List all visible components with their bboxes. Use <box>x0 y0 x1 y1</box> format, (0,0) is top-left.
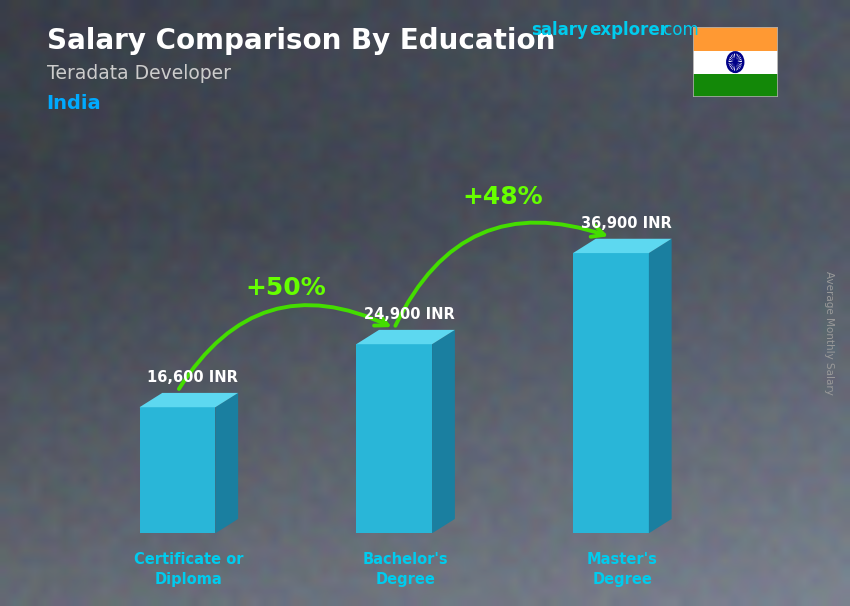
Polygon shape <box>139 393 238 407</box>
Text: Bachelor's
Degree: Bachelor's Degree <box>363 553 449 587</box>
Text: 24,900 INR: 24,900 INR <box>364 307 455 322</box>
Text: .com: .com <box>659 21 700 39</box>
Text: Teradata Developer: Teradata Developer <box>47 64 230 82</box>
Polygon shape <box>356 330 455 344</box>
Bar <box>693 27 778 50</box>
Text: Certificate or
Diploma: Certificate or Diploma <box>134 553 244 587</box>
Text: Average Monthly Salary: Average Monthly Salary <box>824 271 834 395</box>
Bar <box>139 407 215 533</box>
Polygon shape <box>573 239 672 253</box>
Text: 16,600 INR: 16,600 INR <box>147 370 238 385</box>
Circle shape <box>734 61 736 64</box>
Text: India: India <box>47 94 101 113</box>
Text: explorer: explorer <box>589 21 668 39</box>
Bar <box>693 50 778 74</box>
Text: +48%: +48% <box>462 185 543 209</box>
Bar <box>693 74 778 97</box>
Polygon shape <box>215 393 238 533</box>
Text: salary: salary <box>531 21 588 39</box>
Text: 36,900 INR: 36,900 INR <box>581 216 672 231</box>
Bar <box>356 344 432 533</box>
Polygon shape <box>649 239 672 533</box>
Polygon shape <box>432 330 455 533</box>
Bar <box>573 253 649 533</box>
Text: Salary Comparison By Education: Salary Comparison By Education <box>47 27 555 55</box>
Text: +50%: +50% <box>246 276 326 301</box>
Text: Master's
Degree: Master's Degree <box>586 553 658 587</box>
